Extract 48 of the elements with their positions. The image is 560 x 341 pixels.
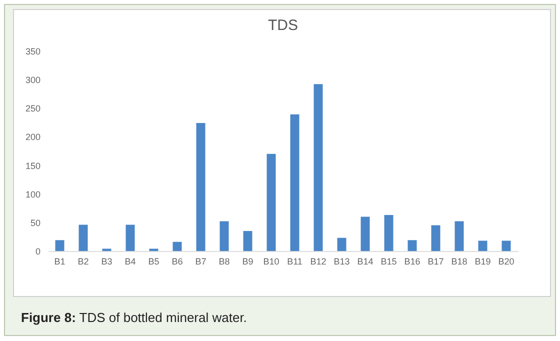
caption: Figure 8: TDS of bottled mineral water. — [21, 310, 247, 325]
bar — [172, 242, 182, 251]
bar — [478, 240, 488, 251]
x-tick-label: B20 — [498, 256, 514, 266]
bar — [431, 225, 440, 251]
y-tick-label: 100 — [25, 189, 40, 200]
x-tick-label: B17 — [428, 256, 444, 266]
x-tick-label: B8 — [218, 256, 230, 266]
bar — [360, 216, 370, 251]
bar — [502, 240, 511, 251]
x-tick-label: B11 — [287, 256, 302, 266]
x-tick-label: B2 — [78, 256, 89, 266]
bar — [408, 240, 417, 251]
y-tick-label: 0 — [35, 246, 40, 256]
bar — [290, 114, 300, 251]
bar — [196, 123, 206, 251]
x-tick-label: B15 — [380, 256, 397, 266]
x-tick-label: B5 — [148, 256, 160, 266]
x-tick-label: B4 — [124, 256, 136, 266]
x-tick-label: B6 — [172, 256, 183, 266]
x-tick-label: B18 — [451, 256, 468, 266]
y-tick-label: 350 — [25, 46, 40, 56]
y-tick-label: 300 — [25, 75, 40, 86]
x-tick-label: B13 — [334, 256, 350, 266]
bar — [220, 221, 229, 251]
y-tick-label: 50 — [30, 218, 40, 228]
x-tick-label: B14 — [357, 256, 374, 266]
x-tick-label: B12 — [310, 256, 326, 266]
x-tick-label: B7 — [195, 256, 206, 266]
y-tick-label: 250 — [25, 104, 40, 114]
x-tick-label: B10 — [263, 256, 280, 266]
chart-title: TDS — [268, 17, 298, 34]
bar — [126, 224, 135, 251]
x-tick-label: B9 — [242, 256, 254, 266]
bar — [266, 154, 276, 251]
y-tick-label: 150 — [25, 160, 40, 171]
x-tick-label: B3 — [101, 256, 112, 266]
bar — [78, 224, 88, 251]
bar — [55, 240, 64, 251]
bar — [384, 215, 394, 251]
x-tick-label: B1 — [54, 256, 66, 266]
x-tick-label: B16 — [404, 256, 420, 266]
y-tick-label: 200 — [25, 132, 40, 142]
bar — [454, 221, 464, 251]
bar — [337, 238, 346, 251]
x-tick-label: B19 — [474, 256, 491, 266]
bar — [314, 84, 323, 251]
bar — [243, 231, 252, 251]
